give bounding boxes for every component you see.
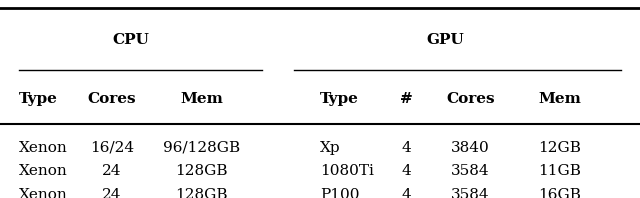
Text: 3584: 3584 bbox=[451, 188, 490, 198]
Text: 11GB: 11GB bbox=[539, 164, 581, 178]
Text: 3840: 3840 bbox=[451, 141, 490, 154]
Text: #: # bbox=[400, 92, 413, 106]
Text: 16GB: 16GB bbox=[539, 188, 581, 198]
Text: CPU: CPU bbox=[113, 33, 150, 47]
Text: Xenon: Xenon bbox=[19, 188, 68, 198]
Text: 96/128GB: 96/128GB bbox=[163, 141, 240, 154]
Text: P100: P100 bbox=[320, 188, 360, 198]
Text: Mem: Mem bbox=[539, 92, 581, 106]
Text: Xp: Xp bbox=[320, 141, 340, 154]
Text: 16/24: 16/24 bbox=[90, 141, 134, 154]
Text: Mem: Mem bbox=[180, 92, 223, 106]
Text: 1080Ti: 1080Ti bbox=[320, 164, 374, 178]
Text: 4: 4 bbox=[401, 188, 412, 198]
Text: 4: 4 bbox=[401, 141, 412, 154]
Text: 24: 24 bbox=[102, 164, 122, 178]
Text: 24: 24 bbox=[102, 188, 122, 198]
Text: 3584: 3584 bbox=[451, 164, 490, 178]
Text: Type: Type bbox=[320, 92, 359, 106]
Text: 128GB: 128GB bbox=[175, 188, 228, 198]
Text: Cores: Cores bbox=[446, 92, 495, 106]
Text: 12GB: 12GB bbox=[539, 141, 581, 154]
Text: 128GB: 128GB bbox=[175, 164, 228, 178]
Text: Xenon: Xenon bbox=[19, 164, 68, 178]
Text: Xenon: Xenon bbox=[19, 141, 68, 154]
Text: GPU: GPU bbox=[426, 33, 463, 47]
Text: Type: Type bbox=[19, 92, 58, 106]
Text: 4: 4 bbox=[401, 164, 412, 178]
Text: Cores: Cores bbox=[88, 92, 136, 106]
